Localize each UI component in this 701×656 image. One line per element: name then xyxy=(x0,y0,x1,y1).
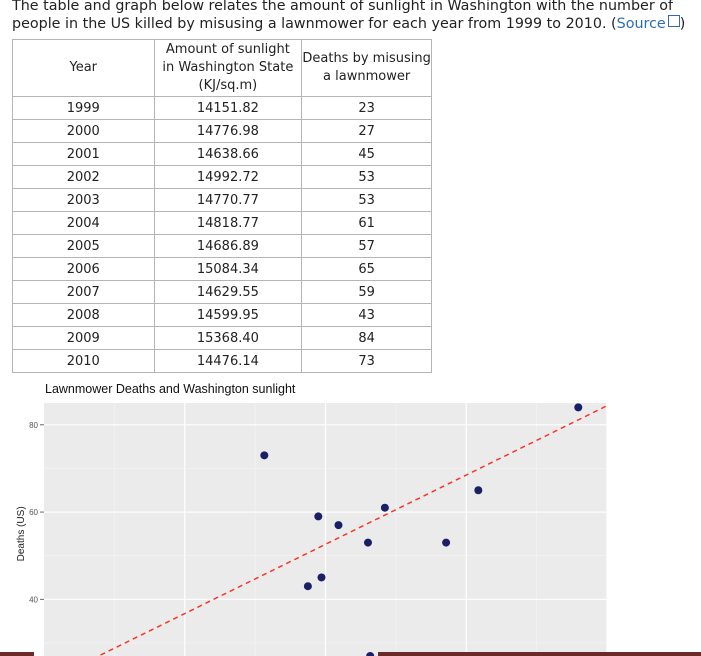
cell-deaths: 61 xyxy=(301,211,432,235)
y-tick-label: 40 xyxy=(29,595,38,604)
bottom-bar xyxy=(378,652,701,656)
cell-deaths: 57 xyxy=(301,234,432,258)
cell-sunlight: 14599.95 xyxy=(153,303,303,327)
cell-year: 2010 xyxy=(12,349,155,373)
data-point xyxy=(474,486,483,495)
cell-sunlight: 14686.89 xyxy=(153,234,303,258)
cell-sunlight: 15368.40 xyxy=(153,326,303,350)
cell-sunlight: 14770.77 xyxy=(153,188,303,212)
data-point xyxy=(363,538,372,547)
cell-deaths: 27 xyxy=(301,119,432,143)
cell-sunlight: 14638.66 xyxy=(153,142,303,166)
intro-text: The table and graph below relates the am… xyxy=(12,0,674,32)
table-row: 2007 14629.55 59 xyxy=(12,280,432,304)
table-row: 2004 14818.77 61 xyxy=(12,211,432,235)
external-link-icon xyxy=(667,15,680,27)
chart-title: Lawnmower Deaths and Washington sunlight xyxy=(45,382,296,396)
cell-year: 2004 xyxy=(12,211,155,235)
data-point xyxy=(314,512,323,521)
cell-sunlight: 14151.82 xyxy=(153,96,303,120)
trendline xyxy=(96,405,608,656)
cell-year: 2000 xyxy=(12,119,155,143)
data-point xyxy=(317,573,326,582)
cell-deaths: 23 xyxy=(301,96,432,120)
cell-sunlight: 15084.34 xyxy=(153,257,303,281)
header-year: Year xyxy=(12,39,155,97)
table-row: 2005 14686.89 57 xyxy=(12,234,432,258)
table-row: 2010 14476.14 73 xyxy=(12,349,432,373)
cell-deaths: 59 xyxy=(301,280,432,304)
cell-year: 2003 xyxy=(12,188,155,212)
scatter-chart: 40 60 80 Deaths (US) xyxy=(16,403,608,656)
bottom-bar xyxy=(0,652,34,656)
cell-deaths: 84 xyxy=(301,326,432,350)
cell-sunlight: 14818.77 xyxy=(153,211,303,235)
data-point xyxy=(366,652,375,656)
cell-deaths: 53 xyxy=(301,165,432,189)
intro-paragraph: The table and graph below relates the am… xyxy=(12,0,686,32)
data-point xyxy=(260,451,269,460)
source-link[interactable]: Source xyxy=(617,15,680,32)
cell-deaths: 65 xyxy=(301,257,432,281)
y-tick-label: 80 xyxy=(29,421,38,430)
cell-year: 2005 xyxy=(12,234,155,258)
cell-year: 2007 xyxy=(12,280,155,304)
table-row: 2000 14776.98 27 xyxy=(12,119,432,143)
table-row: 2009 15368.40 84 xyxy=(12,326,432,350)
cell-deaths: 73 xyxy=(301,349,432,373)
cell-year: 2001 xyxy=(12,142,155,166)
y-tick-label: 60 xyxy=(29,508,38,517)
table-row: 1999 14151.82 23 xyxy=(12,96,432,120)
cell-year: 2008 xyxy=(12,303,155,327)
cell-year: 2009 xyxy=(12,326,155,350)
data-point xyxy=(442,538,451,547)
cell-deaths: 43 xyxy=(301,303,432,327)
table-row: 2006 15084.34 65 xyxy=(12,257,432,281)
cell-sunlight: 14992.72 xyxy=(153,165,303,189)
cell-deaths: 53 xyxy=(301,188,432,212)
data-point xyxy=(574,403,583,412)
cell-year: 2002 xyxy=(12,165,155,189)
data-point xyxy=(334,521,343,530)
cell-year: 1999 xyxy=(12,96,155,120)
table-row: 2002 14992.72 53 xyxy=(12,165,432,189)
cell-sunlight: 14476.14 xyxy=(153,349,303,373)
cell-sunlight: 14776.98 xyxy=(153,119,303,143)
data-point xyxy=(380,503,389,512)
data-table: Year Amount of sunlight in Washington Sta… xyxy=(12,39,432,373)
table-row: 2008 14599.95 43 xyxy=(12,303,432,327)
y-axis-label: Deaths (US) xyxy=(16,506,27,561)
cell-deaths: 45 xyxy=(301,142,432,166)
table-row: 2003 14770.77 53 xyxy=(12,188,432,212)
cell-year: 2006 xyxy=(12,257,155,281)
header-deaths: Deaths by misusing a lawnmower xyxy=(301,39,432,97)
header-sunlight: Amount of sunlight in Washington State (KJ… xyxy=(153,39,303,97)
data-point xyxy=(303,582,312,591)
cell-sunlight: 14629.55 xyxy=(153,280,303,304)
table-row: 2001 14638.66 45 xyxy=(12,142,432,166)
table-header-row: Year Amount of sunlight in Washington Sta… xyxy=(12,39,432,97)
